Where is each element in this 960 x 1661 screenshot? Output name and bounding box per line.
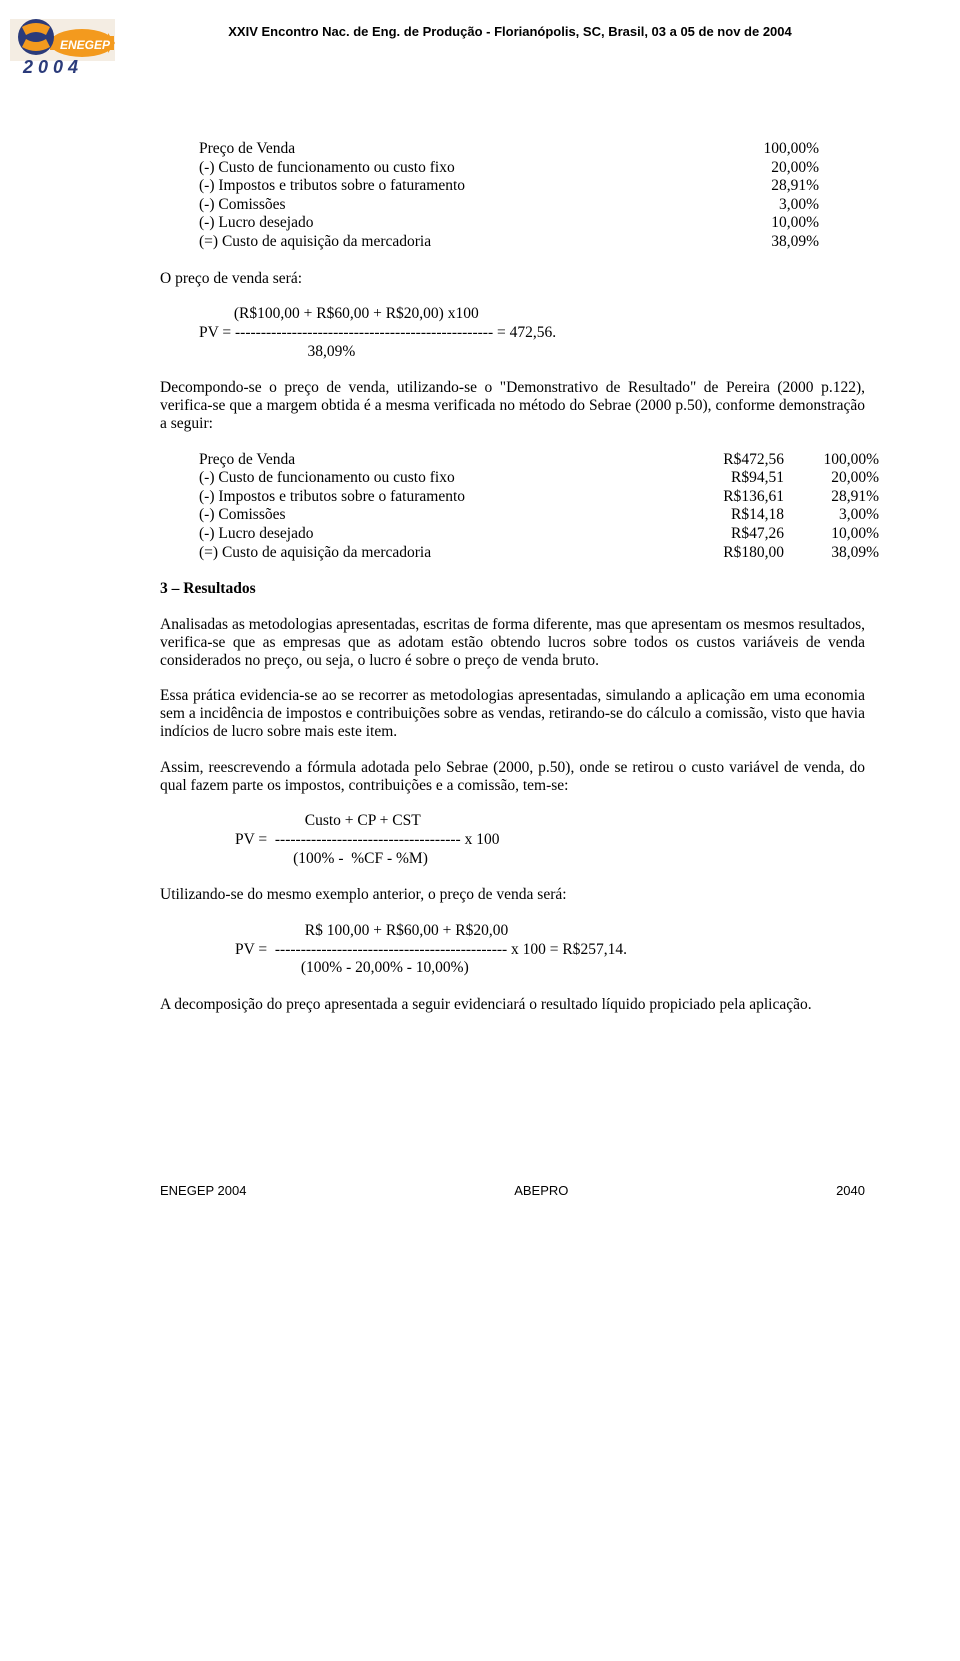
table-row-label: (-) Impostos e tributos sobre o faturame… <box>199 488 689 507</box>
table-row-label: (=) Custo de aquisição da mercadoria <box>199 544 689 563</box>
footer-mid: ABEPRO <box>514 1184 568 1199</box>
table-row-label: (-) Custo de funcionamento ou custo fixo <box>199 159 734 178</box>
table-decomposition: Preço de VendaR$472,56100,00% (-) Custo … <box>199 451 879 563</box>
table-row-label: Preço de Venda <box>199 451 689 470</box>
formula-line: PV = -----------------------------------… <box>160 941 865 960</box>
table-row-value: 20,00% <box>784 469 879 488</box>
formula-line: R$ 100,00 + R$60,00 + R$20,00 <box>160 922 865 941</box>
table-row-label: (-) Lucro desejado <box>199 525 689 544</box>
paragraph: A decomposição do preço apresentada a se… <box>160 996 865 1014</box>
table-row-label: (=) Custo de aquisição da mercadoria <box>199 233 734 252</box>
footer: ENEGEP 2004 ABEPRO 2040 <box>160 1184 865 1199</box>
table-row-label: (-) Comissões <box>199 506 689 525</box>
table-row-value: 10,00% <box>734 214 819 233</box>
table-row-value: 38,09% <box>734 233 819 252</box>
table-row-label: (-) Lucro desejado <box>199 214 734 233</box>
table-row-value: 3,00% <box>734 196 819 215</box>
table-row-value: 10,00% <box>784 525 879 544</box>
table-row-amount: R$472,56 <box>689 451 784 470</box>
paragraph: Essa prática evidencia-se ao se recorrer… <box>160 687 865 740</box>
header-text: XXIV Encontro Nac. de Eng. de Produção -… <box>120 25 900 40</box>
formula-pv-1: (R$100,00 + R$60,00 + R$20,00) x100 PV =… <box>199 305 865 361</box>
table-row-amount: R$47,26 <box>689 525 784 544</box>
formula-pv-2: Custo + CP + CST PV = ------------------… <box>160 812 865 868</box>
formula-line: (100% - %CF - %M) <box>160 850 865 869</box>
footer-left: ENEGEP 2004 <box>160 1184 246 1199</box>
table-row-value: 3,00% <box>784 506 879 525</box>
formula-line: 38,09% <box>199 343 865 362</box>
paragraph: Utilizando-se do mesmo exemplo anterior,… <box>160 886 865 904</box>
formula-line: Custo + CP + CST <box>160 812 865 831</box>
table-row-value: 100,00% <box>784 451 879 470</box>
table-row-value: 28,91% <box>784 488 879 507</box>
formula-line: PV = -----------------------------------… <box>160 831 865 850</box>
table-row-amount: R$136,61 <box>689 488 784 507</box>
enegep-logo: ENEGEP 2 0 0 4 <box>10 15 115 80</box>
table-row-value: 100,00% <box>734 140 819 159</box>
table-row-value: 28,91% <box>734 177 819 196</box>
table-row-amount: R$180,00 <box>689 544 784 563</box>
paragraph: Assim, reescrevendo a fórmula adotada pe… <box>160 759 865 795</box>
paragraph: Decompondo-se o preço de venda, utilizan… <box>160 379 865 432</box>
table-row-value: 20,00% <box>734 159 819 178</box>
svg-text:2 0 0 4: 2 0 0 4 <box>22 57 78 77</box>
table-row-label: Preço de Venda <box>199 140 734 159</box>
table-row-amount: R$94,51 <box>689 469 784 488</box>
header-wrap: ENEGEP 2 0 0 4 XXIV Encontro Nac. de Eng… <box>0 25 960 40</box>
table-percentages: Preço de Venda100,00% (-) Custo de funci… <box>199 140 819 252</box>
table-row-label: (-) Impostos e tributos sobre o faturame… <box>199 177 734 196</box>
section-heading: 3 – Resultados <box>160 580 865 598</box>
page: ENEGEP 2 0 0 4 XXIV Encontro Nac. de Eng… <box>0 0 960 1234</box>
paragraph: O preço de venda será: <box>160 270 865 288</box>
formula-pv-3: R$ 100,00 + R$60,00 + R$20,00 PV = -----… <box>160 922 865 978</box>
formula-line: PV = -----------------------------------… <box>199 324 865 343</box>
paragraph: Analisadas as metodologias apresentadas,… <box>160 616 865 669</box>
table-row-amount: R$14,18 <box>689 506 784 525</box>
table-row-value: 38,09% <box>784 544 879 563</box>
table-row-label: (-) Comissões <box>199 196 734 215</box>
footer-right: 2040 <box>836 1184 865 1199</box>
svg-text:ENEGEP: ENEGEP <box>60 38 111 52</box>
table-row-label: (-) Custo de funcionamento ou custo fixo <box>199 469 689 488</box>
formula-line: (R$100,00 + R$60,00 + R$20,00) x100 <box>199 305 865 324</box>
content: Preço de Venda100,00% (-) Custo de funci… <box>160 140 865 1199</box>
formula-line: (100% - 20,00% - 10,00%) <box>160 959 865 978</box>
